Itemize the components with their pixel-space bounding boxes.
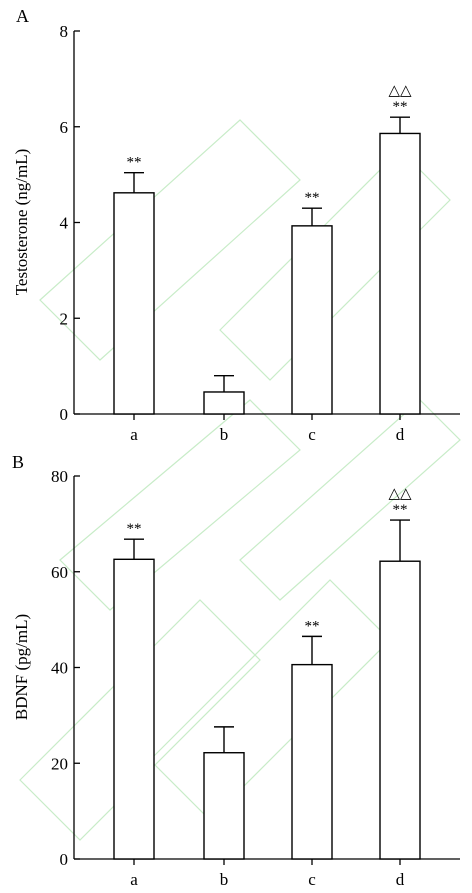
panel-a-label: A (16, 6, 29, 26)
panel-a-bar-a (113, 192, 155, 415)
panel-b-bar-c (291, 663, 333, 860)
panel-b-significance-a: ** (127, 521, 142, 537)
panel-a-x-tick-label: a (130, 425, 138, 444)
panel-a-y-tick-label: 6 (60, 118, 69, 137)
panel-a-bar-b (203, 391, 245, 415)
panel-b-significance-extra-d: △△ (388, 486, 412, 502)
panel-b-bar-b (203, 752, 245, 860)
panel-b-bars: a**b c**d**△△ (113, 486, 421, 889)
panel-b-significance-d: ** (393, 502, 408, 518)
panel-a-bar-c (291, 225, 333, 415)
panel-a-bar-d (379, 132, 421, 415)
panel-a-ylabel: Testosterone (ng/mL) (12, 149, 31, 296)
panel-a-y-tick-label: 2 (60, 309, 69, 328)
panel-a-significance-extra-d: △△ (388, 83, 412, 99)
panel-b-x-tick-label: b (220, 870, 229, 889)
panel-b-bar-a (113, 558, 155, 860)
panel-b-x-tick-label: c (308, 870, 316, 889)
panel-a-x-tick-label: b (220, 425, 229, 444)
panel-a-x-tick-label: c (308, 425, 316, 444)
panel-b-significance-c: ** (305, 618, 320, 634)
watermark (19, 119, 461, 841)
panel-b-y-tick-label: 40 (51, 659, 68, 678)
panel-a-significance-d: ** (393, 99, 408, 115)
panel-b-y-tick-label: 20 (51, 754, 68, 773)
panel-b-label: B (12, 452, 24, 472)
panel-b-y-ticks: 0 20 40 60 80 (51, 467, 80, 869)
panel-a-x-tick-label: d (396, 425, 405, 444)
panel-a-y-tick-label: 0 (60, 405, 69, 424)
panel-a-bars: a**b c**d**△△ (113, 83, 421, 444)
panel-b-x-tick-label: a (130, 870, 138, 889)
panel-a-significance-a: ** (127, 155, 142, 171)
panel-a-y-ticks: 0 2 4 6 8 (60, 22, 80, 424)
panel-b-ylabel: BDNF (pg/mL) (12, 614, 31, 720)
panel-a-y-tick-label: 8 (60, 22, 69, 41)
panel-a-significance-c: ** (305, 190, 320, 206)
panel-b-y-tick-label: 80 (51, 467, 68, 486)
panel-b-x-tick-label: d (396, 870, 405, 889)
panel-a-y-tick-label: 4 (60, 214, 69, 233)
panel-b-y-tick-label: 0 (60, 850, 69, 869)
panel-b-y-tick-label: 60 (51, 563, 68, 582)
panel-b-bar-d (379, 560, 421, 860)
